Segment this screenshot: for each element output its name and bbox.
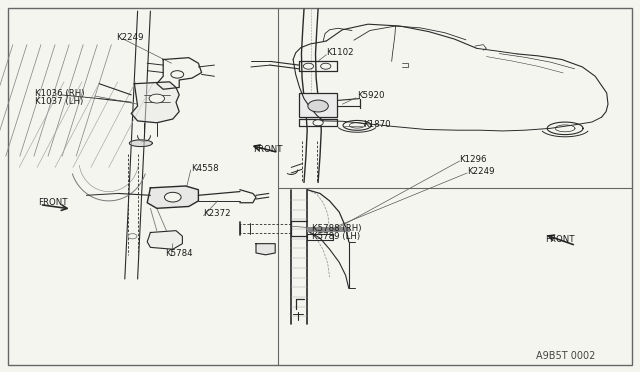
Text: K1037 (LH): K1037 (LH)	[35, 97, 83, 106]
Circle shape	[149, 94, 164, 103]
Text: K5788 (RH): K5788 (RH)	[312, 224, 362, 233]
Text: K5789 (LH): K5789 (LH)	[312, 232, 360, 241]
Polygon shape	[147, 186, 198, 208]
Circle shape	[171, 71, 184, 78]
Text: K1870: K1870	[364, 120, 391, 129]
Text: K5784: K5784	[165, 249, 193, 258]
Circle shape	[303, 63, 314, 69]
Text: K2372: K2372	[204, 209, 231, 218]
Text: K1036 (RH): K1036 (RH)	[35, 89, 84, 97]
Circle shape	[308, 100, 328, 112]
Circle shape	[313, 120, 323, 126]
Polygon shape	[129, 140, 152, 147]
Text: K4558: K4558	[191, 164, 218, 173]
Circle shape	[128, 234, 137, 239]
Text: K1296: K1296	[460, 155, 487, 164]
Text: K2249: K2249	[116, 33, 144, 42]
Circle shape	[164, 192, 181, 202]
Polygon shape	[147, 231, 182, 249]
Text: FRONT: FRONT	[253, 145, 282, 154]
Circle shape	[321, 63, 331, 69]
Polygon shape	[256, 244, 275, 255]
Polygon shape	[131, 82, 179, 123]
Text: A9B5T 0002: A9B5T 0002	[536, 352, 596, 361]
Text: K5920: K5920	[357, 92, 385, 100]
Text: FRONT: FRONT	[545, 235, 575, 244]
Text: K1102: K1102	[326, 48, 354, 57]
Bar	[299, 93, 337, 117]
Text: FRONT: FRONT	[38, 198, 68, 207]
Text: K2249: K2249	[467, 167, 495, 176]
Bar	[307, 227, 349, 231]
